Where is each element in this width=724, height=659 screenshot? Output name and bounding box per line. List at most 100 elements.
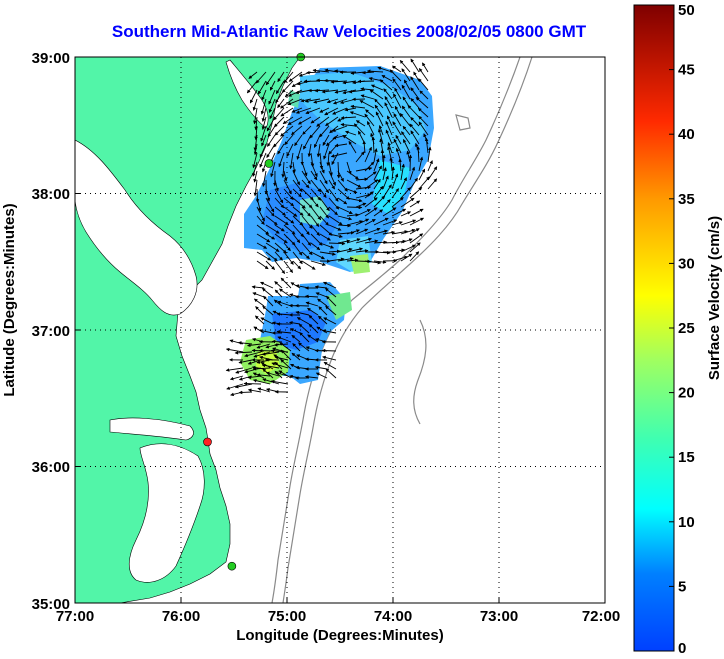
colorbar-tick-label: 10 <box>678 514 695 531</box>
velocity-arrow <box>292 206 304 216</box>
velocity-arrow <box>321 348 337 353</box>
station-marker <box>227 561 237 571</box>
velocity-arrow <box>319 161 325 174</box>
velocity-arrow <box>370 84 384 91</box>
velocity-arrow <box>263 295 274 307</box>
velocity-arrow <box>301 197 313 209</box>
velocity-arrow <box>274 206 286 216</box>
velocity-arrow <box>318 306 328 316</box>
velocity-arrow <box>289 321 301 325</box>
x-tick-label: 73:00 <box>480 608 518 625</box>
velocity-arrow <box>353 123 366 136</box>
velocity-arrow <box>394 87 402 100</box>
velocity-arrow <box>365 109 375 118</box>
velocity-arrow <box>319 125 330 138</box>
velocity-arrow <box>265 206 275 217</box>
velocity-arrow <box>317 315 328 325</box>
velocity-arrow <box>310 215 320 227</box>
velocity-arrow <box>301 206 311 217</box>
velocity-arrow <box>278 152 285 168</box>
velocity-arrow <box>340 122 357 127</box>
velocity-arrow <box>319 233 331 241</box>
velocity-arrow <box>328 206 338 216</box>
velocity-arrow <box>331 125 348 132</box>
velocity-arrow <box>366 120 375 136</box>
velocity-arrow <box>283 197 295 207</box>
velocity-arrow <box>416 145 420 163</box>
velocity-arrow <box>310 116 321 124</box>
velocity-arrow <box>357 79 375 84</box>
velocity-arrow <box>418 156 424 172</box>
velocity-arrow <box>373 229 388 235</box>
velocity-arrow <box>261 288 274 298</box>
velocity-arrow <box>382 154 386 172</box>
velocity-arrow <box>251 285 265 289</box>
velocity-arrow <box>384 95 393 109</box>
velocity-arrow <box>346 205 363 210</box>
velocity-arrow <box>382 175 389 190</box>
velocity-arrow <box>328 224 342 231</box>
velocity-arrow <box>325 295 337 307</box>
velocity-arrow <box>310 152 315 168</box>
velocity-arrow <box>409 242 421 253</box>
velocity-arrow <box>383 88 393 100</box>
velocity-arrow <box>399 59 411 73</box>
station-marker <box>264 159 274 168</box>
velocity-arrow <box>345 130 357 136</box>
velocity-arrow <box>346 238 361 244</box>
velocity-arrow <box>407 104 420 118</box>
velocity-arrow <box>328 257 345 262</box>
velocity-arrow <box>301 251 310 260</box>
velocity-arrow <box>252 98 258 111</box>
velocity-arrow <box>325 305 337 316</box>
velocity-arrow <box>280 359 292 370</box>
velocity-arrow <box>315 372 328 379</box>
delaware-bay <box>225 59 269 129</box>
velocity-arrow <box>252 292 265 298</box>
velocity-arrow <box>278 370 292 379</box>
velocity-arrow <box>389 69 402 82</box>
velocity-arrow <box>292 215 304 226</box>
velocity-arrow <box>393 93 402 109</box>
velocity-arrow <box>229 375 244 381</box>
velocity-arrow <box>283 242 291 252</box>
velocity-arrow <box>360 94 375 100</box>
velocity-arrow <box>322 134 330 146</box>
colorbar-tick-label: 40 <box>678 126 695 143</box>
velocity-arrow <box>283 215 295 224</box>
velocity-arrow <box>419 90 429 100</box>
velocity-arrow <box>355 237 372 244</box>
velocity-arrow <box>298 323 310 334</box>
velocity-arrow <box>384 102 393 118</box>
velocity-arrow <box>309 125 321 139</box>
velocity-arrow <box>247 343 262 348</box>
velocity-arrow <box>362 140 366 154</box>
velocity-arrow <box>253 134 258 152</box>
velocity-arrow <box>254 116 258 131</box>
velocity-arrow <box>310 170 318 181</box>
velocity-arrow <box>301 170 311 185</box>
velocity-arrow <box>271 362 289 369</box>
velocity-arrow <box>409 217 425 226</box>
velocity-arrow <box>337 239 351 244</box>
velocity-arrow <box>334 89 348 94</box>
velocity-arrow <box>313 98 330 104</box>
velocity-arrow <box>271 339 283 344</box>
velocity-arrow <box>418 115 429 127</box>
velocity-arrow <box>305 107 321 115</box>
velocity-arrow <box>364 239 379 244</box>
velocity-arrow <box>257 80 267 95</box>
velocity-arrow <box>268 89 276 105</box>
velocity-arrow <box>283 206 298 217</box>
velocity-arrow <box>256 343 271 349</box>
velocity-arrow <box>391 230 409 235</box>
velocity-arrow <box>391 248 406 253</box>
velocity-arrow <box>301 242 313 256</box>
velocity-arrow <box>248 71 258 79</box>
velocity-arrow <box>346 179 362 188</box>
chart-title: Southern Mid-Atlantic Raw Velocities 200… <box>111 22 587 41</box>
velocity-arrow <box>260 125 267 142</box>
colorbar-tick-label: 35 <box>678 191 695 208</box>
velocity-arrow <box>256 260 269 270</box>
velocity-arrow <box>292 242 303 256</box>
